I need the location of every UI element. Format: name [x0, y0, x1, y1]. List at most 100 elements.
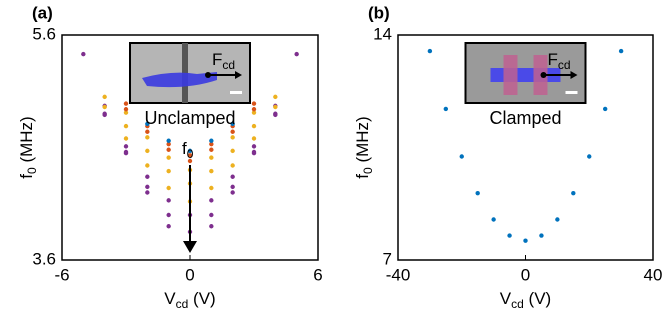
y-axis-label-rest: (MHz): [17, 116, 36, 167]
data-point: [166, 224, 171, 229]
data-point: [123, 123, 129, 129]
data-point: [230, 190, 235, 195]
force-label: Fcd: [212, 50, 235, 72]
data-point: [145, 121, 150, 127]
data-point: [123, 144, 129, 149]
data-point: [123, 107, 129, 112]
data-point: [273, 104, 278, 110]
inset-image: [464, 42, 587, 104]
data-point: [230, 163, 235, 168]
data-point: [273, 111, 278, 116]
y-axis-label-main: f: [353, 174, 372, 179]
data-point: [571, 190, 576, 196]
x-axis-label: Vcd (V): [500, 289, 551, 311]
data-point: [209, 185, 214, 191]
y-axis-label-main: f: [17, 174, 36, 179]
inset-clamp: [503, 55, 518, 95]
x-axis-label-rest: (V): [188, 289, 215, 308]
arrow-dot: [540, 72, 547, 78]
data-point: [251, 150, 257, 156]
data-point: [187, 153, 193, 158]
inset-image: [129, 42, 251, 104]
y-axis-label-sub: 0: [361, 167, 375, 174]
data-point: [230, 148, 235, 154]
data-point: [618, 48, 624, 54]
x-axis-label-rest: (V): [524, 289, 551, 308]
force-label-main: F: [548, 50, 558, 69]
y-tick-label: 14: [373, 24, 392, 43]
data-point: [145, 163, 150, 168]
data-point: [427, 48, 433, 54]
data-point: [123, 150, 129, 156]
data-point: [555, 217, 560, 222]
data-point: [166, 212, 171, 218]
inset-beam: [142, 72, 217, 88]
data-point: [251, 123, 257, 129]
data-point: [102, 104, 107, 110]
x-axis-label-main: V: [500, 289, 512, 308]
data-point: [251, 144, 257, 149]
y-tick-label: 7: [383, 249, 392, 268]
force-label-sub: cd: [222, 58, 235, 72]
data-point: [145, 148, 150, 154]
data-point: [491, 217, 496, 222]
data-point: [166, 185, 171, 191]
data-point: [209, 147, 214, 152]
data-point: [230, 135, 235, 140]
annotation-sub: 0: [187, 147, 194, 161]
data-point: [123, 101, 129, 106]
x-axis-label: Vcd (V): [164, 289, 215, 311]
inset-label: Unclamped: [144, 108, 235, 128]
data-point: [123, 136, 129, 141]
data-point: [587, 154, 592, 159]
x-tick-label: 0: [185, 265, 194, 284]
panel-label: (a): [32, 3, 53, 22]
scale-bar: [565, 91, 578, 94]
data-point: [145, 129, 150, 134]
data-point: [230, 184, 235, 190]
data-point: [209, 168, 214, 174]
data-point: [123, 110, 129, 115]
x-axis-label-main: V: [164, 289, 176, 308]
plot-frame: [61, 34, 319, 261]
data-point: [209, 138, 214, 143]
data-point: [166, 141, 171, 147]
x-axis-label-sub: cd: [511, 297, 524, 311]
y-tick-label: 5.6: [32, 24, 56, 43]
data-point: [251, 136, 257, 141]
panel-label: (b): [368, 3, 390, 22]
inset-label: Clamped: [489, 108, 561, 128]
data-point: [459, 154, 464, 159]
data-point: [166, 138, 171, 143]
y-axis-label: f0 (MHz): [353, 116, 375, 178]
data-point: [230, 174, 235, 179]
data-point: [209, 224, 214, 229]
force-label: Fcd: [548, 50, 571, 72]
data-point: [443, 106, 449, 112]
plot-frame: [397, 34, 654, 261]
annotation-main: f: [182, 139, 187, 158]
data-point: [166, 147, 171, 152]
x-tick-label: 40: [644, 265, 663, 284]
data-point: [102, 111, 107, 116]
data-point: [166, 155, 171, 160]
x-tick-label: 6: [313, 265, 322, 284]
data-point: [187, 148, 193, 154]
arrow-head: [235, 71, 242, 79]
data-point: [209, 212, 214, 218]
data-point: [187, 158, 193, 164]
data-point: [523, 238, 528, 243]
data-point: [507, 233, 512, 238]
data-point: [539, 233, 544, 238]
y-axis-label: f0 (MHz): [17, 116, 39, 178]
data-point: [209, 141, 214, 147]
annotation-arrow-head: [183, 241, 197, 253]
data-point: [251, 101, 257, 106]
data-point: [209, 198, 214, 203]
data-point: [602, 106, 608, 112]
arrow-dot: [205, 72, 211, 78]
data-point: [251, 110, 257, 115]
